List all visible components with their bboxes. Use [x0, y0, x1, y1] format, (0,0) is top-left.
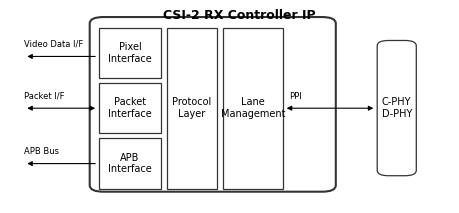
Text: Lane
Management: Lane Management: [220, 97, 285, 119]
Text: Pixel
Interface: Pixel Interface: [108, 42, 151, 63]
Bar: [99, 83, 161, 133]
Bar: [166, 28, 217, 189]
Text: PPI: PPI: [288, 92, 301, 101]
Text: Packet
Interface: Packet Interface: [108, 97, 151, 119]
Bar: [99, 28, 161, 78]
FancyBboxPatch shape: [90, 17, 335, 192]
Text: Protocol
Layer: Protocol Layer: [172, 97, 211, 119]
Text: APB
Interface: APB Interface: [108, 153, 151, 174]
Text: CSI-2 RX Controller IP: CSI-2 RX Controller IP: [162, 9, 315, 22]
Text: C-PHY
D-PHY: C-PHY D-PHY: [381, 97, 411, 119]
Text: Video Data I/F: Video Data I/F: [24, 40, 84, 49]
Bar: [223, 28, 282, 189]
Text: Packet I/F: Packet I/F: [24, 92, 65, 101]
Text: APB Bus: APB Bus: [24, 147, 59, 156]
Bar: [99, 138, 161, 189]
FancyBboxPatch shape: [376, 40, 415, 176]
